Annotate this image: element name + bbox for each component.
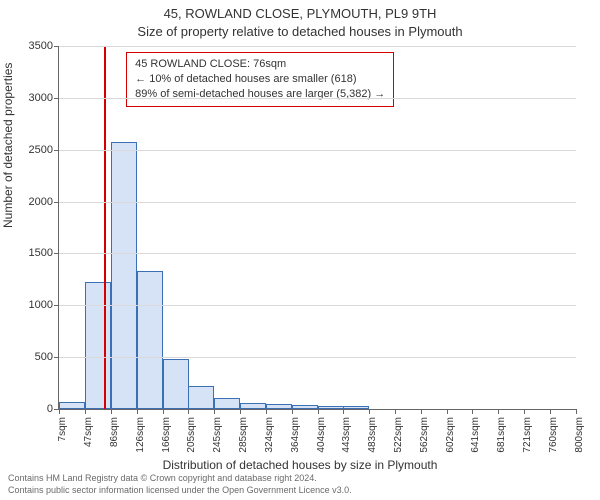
- xtick-label: 324sqm: [264, 417, 275, 453]
- ytick-mark: [54, 98, 59, 99]
- x-axis-label: Distribution of detached houses by size …: [0, 458, 600, 472]
- xtick-label: 166sqm: [161, 417, 172, 453]
- footer-line2: Contains public sector information licen…: [8, 485, 592, 496]
- xtick-label: 641sqm: [470, 417, 481, 453]
- xtick-mark: [524, 409, 525, 414]
- xtick-label: 126sqm: [135, 417, 146, 453]
- xtick-mark: [421, 409, 422, 414]
- xtick-label: 760sqm: [548, 417, 559, 453]
- gridline: [59, 305, 576, 306]
- histogram-bar: [343, 406, 369, 409]
- annotation-line2: ← 10% of detached houses are smaller (61…: [135, 72, 385, 87]
- histogram-bar: [214, 398, 240, 409]
- page-title-line1: 45, ROWLAND CLOSE, PLYMOUTH, PL9 9TH: [0, 6, 600, 21]
- xtick-label: 245sqm: [212, 417, 223, 453]
- ytick-label: 3500: [29, 40, 53, 52]
- ytick-mark: [54, 305, 59, 306]
- xtick-mark: [163, 409, 164, 414]
- xtick-label: 443sqm: [341, 417, 352, 453]
- xtick-mark: [240, 409, 241, 414]
- xtick-label: 483sqm: [367, 417, 378, 453]
- xtick-label: 800sqm: [574, 417, 585, 453]
- histogram-bar: [111, 142, 137, 409]
- xtick-label: 602sqm: [445, 417, 456, 453]
- xtick-label: 721sqm: [522, 417, 533, 453]
- xtick-mark: [369, 409, 370, 414]
- xtick-label: 285sqm: [238, 417, 249, 453]
- ytick-mark: [54, 150, 59, 151]
- ytick-label: 2000: [29, 196, 53, 208]
- page-title-line2: Size of property relative to detached ho…: [0, 24, 600, 39]
- xtick-mark: [292, 409, 293, 414]
- xtick-mark: [214, 409, 215, 414]
- ytick-mark: [54, 46, 59, 47]
- xtick-label: 364sqm: [290, 417, 301, 453]
- histogram-bar: [188, 386, 214, 409]
- histogram-bar: [266, 404, 292, 409]
- xtick-mark: [85, 409, 86, 414]
- xtick-label: 86sqm: [109, 417, 120, 447]
- annotation-line3: 89% of semi-detached houses are larger (…: [135, 87, 385, 102]
- ytick-mark: [54, 357, 59, 358]
- xtick-mark: [343, 409, 344, 414]
- xtick-mark: [498, 409, 499, 414]
- footer-line1: Contains HM Land Registry data © Crown c…: [8, 473, 592, 484]
- property-marker-line: [104, 46, 106, 409]
- ytick-label: 500: [35, 351, 53, 363]
- histogram-bar: [85, 282, 111, 409]
- histogram-bar: [292, 405, 318, 409]
- xtick-label: 7sqm: [57, 417, 68, 441]
- histogram-bar: [137, 271, 163, 409]
- xtick-label: 47sqm: [83, 417, 94, 447]
- histogram-bar: [318, 406, 344, 409]
- xtick-mark: [550, 409, 551, 414]
- histogram-bar: [59, 402, 85, 409]
- gridline: [59, 357, 576, 358]
- xtick-mark: [59, 409, 60, 414]
- xtick-mark: [266, 409, 267, 414]
- xtick-label: 404sqm: [316, 417, 327, 453]
- xtick-mark: [318, 409, 319, 414]
- ytick-label: 2500: [29, 144, 53, 156]
- xtick-mark: [188, 409, 189, 414]
- histogram-bar: [163, 359, 189, 409]
- xtick-mark: [576, 409, 577, 414]
- ytick-label: 0: [47, 403, 53, 415]
- footer: Contains HM Land Registry data © Crown c…: [8, 473, 592, 496]
- ytick-mark: [54, 202, 59, 203]
- xtick-mark: [111, 409, 112, 414]
- xtick-label: 522sqm: [393, 417, 404, 453]
- chart-plot-area: 45 ROWLAND CLOSE: 76sqm ← 10% of detache…: [58, 46, 576, 410]
- xtick-mark: [472, 409, 473, 414]
- xtick-mark: [137, 409, 138, 414]
- y-axis-label: Number of detached properties: [1, 63, 15, 228]
- ytick-label: 1500: [29, 247, 53, 259]
- histogram-bar: [240, 403, 266, 409]
- ytick-mark: [54, 253, 59, 254]
- gridline: [59, 150, 576, 151]
- gridline: [59, 98, 576, 99]
- gridline: [59, 202, 576, 203]
- ytick-label: 3000: [29, 92, 53, 104]
- xtick-label: 681sqm: [496, 417, 507, 453]
- gridline: [59, 46, 576, 47]
- xtick-mark: [447, 409, 448, 414]
- ytick-label: 1000: [29, 299, 53, 311]
- annotation-line1: 45 ROWLAND CLOSE: 76sqm: [135, 57, 385, 72]
- xtick-label: 205sqm: [186, 417, 197, 453]
- gridline: [59, 253, 576, 254]
- xtick-label: 562sqm: [419, 417, 430, 453]
- xtick-mark: [395, 409, 396, 414]
